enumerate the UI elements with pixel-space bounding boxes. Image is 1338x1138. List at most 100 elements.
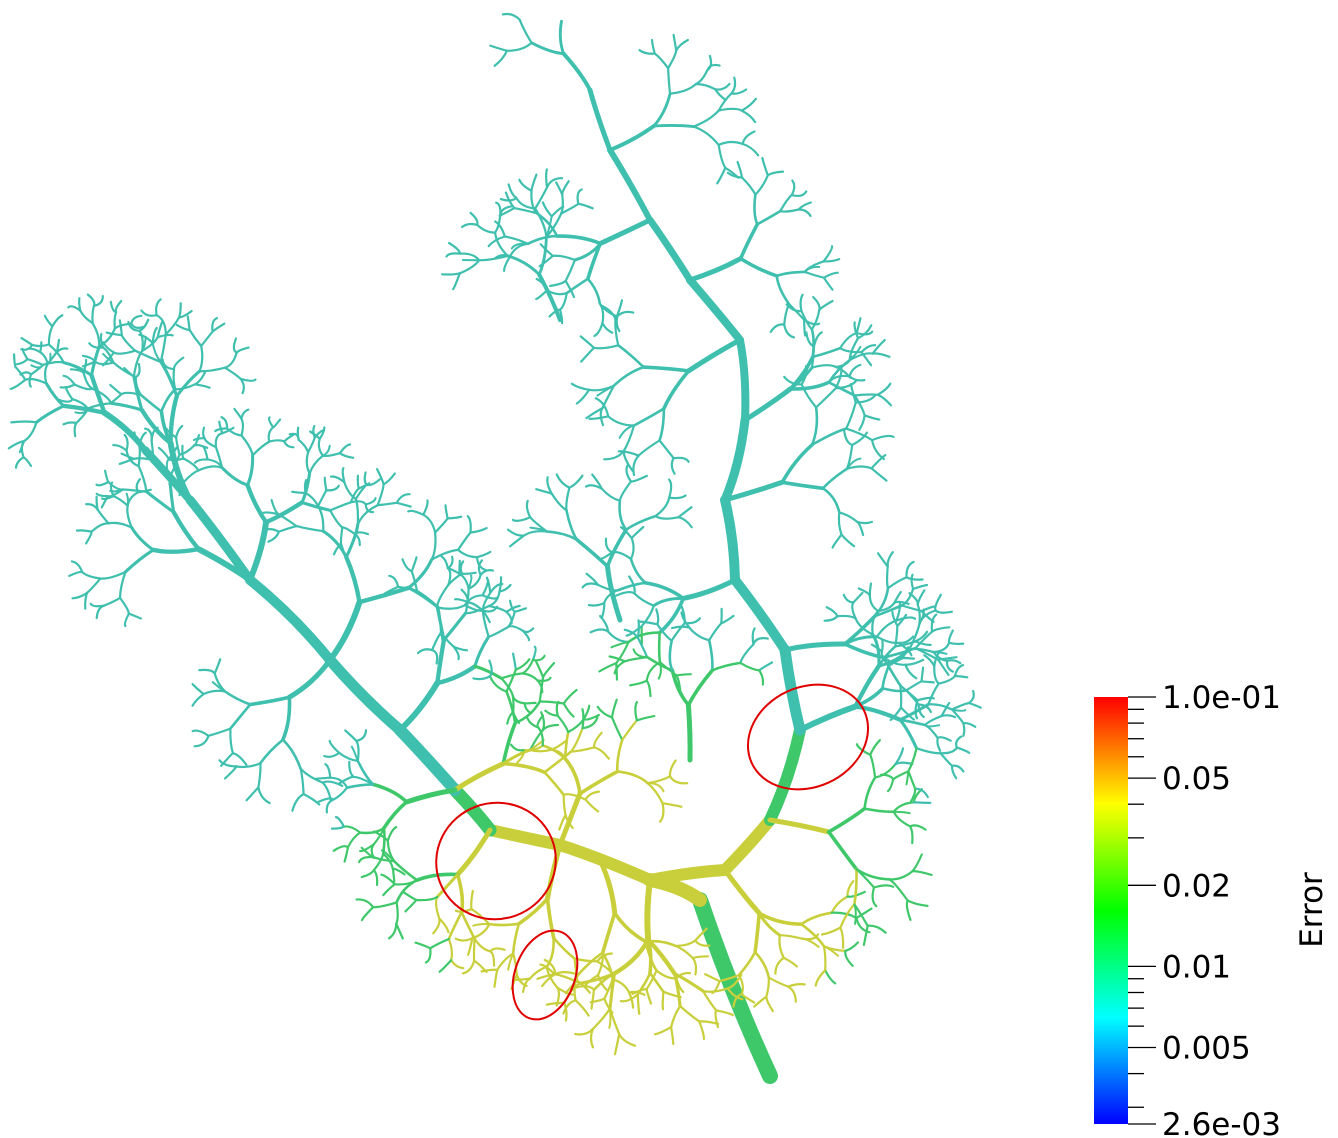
vessel-segment — [159, 333, 167, 364]
vessel-segment — [510, 242, 529, 250]
vessel-segment — [102, 341, 115, 354]
vessel-segment — [916, 589, 926, 606]
vessel-segment — [835, 365, 852, 379]
vessel-segment — [515, 196, 537, 210]
vessel-segment — [914, 787, 929, 799]
vessel-segment — [851, 431, 868, 447]
vessel-segment — [454, 908, 473, 913]
vessel-main-branch — [185, 495, 255, 585]
vessel-segment — [525, 499, 532, 519]
vessel-segment — [174, 383, 197, 391]
vessel-segment — [505, 604, 521, 613]
vessel-segment — [842, 593, 855, 604]
vessel-segment — [452, 761, 506, 793]
vessel-segment — [323, 476, 328, 492]
vessel-segment — [346, 831, 362, 849]
vessel-segment — [950, 764, 958, 780]
vessel-segment — [545, 896, 556, 940]
vessel-segment — [444, 504, 449, 520]
vessel-segment — [267, 416, 275, 429]
vessel-segment — [10, 420, 38, 424]
vessel-segment — [614, 318, 620, 347]
vessel-segment — [109, 488, 124, 493]
vessel-segment — [172, 356, 185, 371]
vessel-segment — [968, 701, 982, 709]
vessel-segment — [582, 713, 600, 721]
vessel-segment — [567, 717, 585, 734]
vessel-segment — [589, 628, 610, 634]
vessel-segment — [821, 467, 849, 490]
vessel-segment — [357, 585, 411, 605]
vessel-segment — [604, 537, 614, 554]
vessel-segment — [123, 548, 155, 574]
vessel-segment — [636, 619, 640, 639]
vessel-segment — [430, 649, 439, 665]
vessel-segment — [457, 548, 479, 559]
vessel-segment — [480, 968, 499, 973]
vessel-segment — [245, 453, 255, 487]
vessel-segment — [511, 694, 526, 705]
vessel-segment — [951, 708, 967, 712]
vessel-segment — [422, 499, 429, 516]
vessel-segment — [343, 846, 350, 863]
vessel-segment — [605, 527, 628, 569]
vessel-segment — [846, 880, 855, 898]
vessel-segment — [487, 235, 506, 248]
vessel-segment — [790, 190, 808, 198]
vessel-segment — [895, 616, 917, 622]
vessel-segment — [675, 673, 692, 677]
vessel-segment — [138, 431, 147, 448]
vessel-segment — [842, 642, 886, 660]
vessel-segment — [86, 402, 113, 410]
vessel-segment — [732, 993, 743, 1008]
vessel-segment — [382, 800, 409, 830]
vessel-segment — [303, 479, 308, 494]
vessel-segment — [168, 393, 179, 446]
vessel-segment — [658, 802, 665, 823]
vessel-segment — [507, 952, 515, 971]
vessel-segment — [503, 255, 512, 272]
vessel-segment — [315, 776, 332, 780]
vessel-segment — [67, 305, 82, 312]
vessel-segment — [680, 577, 738, 601]
vessel-segment — [607, 415, 636, 427]
vessel-segment — [670, 622, 686, 642]
vessel-segment — [610, 716, 624, 742]
vessel-segment — [889, 706, 903, 722]
vessel-segment — [441, 272, 461, 276]
vessel-segment — [892, 770, 910, 781]
vessel-segment — [787, 302, 806, 321]
vessel-segment — [471, 923, 491, 940]
vessel-segment — [597, 857, 618, 916]
vessel-segment — [561, 51, 592, 92]
vessel-segment — [586, 277, 602, 305]
vessel-segment — [550, 205, 565, 218]
vessel-segment — [223, 366, 242, 380]
vessel-segment — [186, 315, 191, 332]
vessel-segment — [537, 235, 548, 276]
vessel-segment — [552, 936, 576, 960]
vessel-segment — [96, 508, 110, 525]
vessel-segment — [447, 937, 454, 962]
vessel-segment — [668, 478, 673, 499]
vessel-main-branch — [607, 147, 653, 223]
vessel-segment — [882, 656, 907, 666]
vessel-segment — [134, 375, 142, 397]
vessel-segment — [14, 365, 27, 381]
colorbar-tick-label: 0.01 — [1162, 949, 1231, 985]
vessel-segment — [523, 702, 532, 714]
vessel-segment — [714, 82, 731, 91]
vessel-segment — [137, 445, 141, 468]
vessel-segment — [414, 941, 432, 950]
vessel-segment — [221, 426, 235, 435]
vessel-segment — [722, 479, 785, 503]
vessel-segment — [123, 433, 129, 452]
vessel-segment — [846, 890, 866, 898]
vessel-segment — [317, 797, 334, 803]
vessel-segment — [233, 407, 243, 420]
vessel-segment — [430, 631, 443, 652]
vessel-segment — [514, 658, 531, 671]
vessel-segment — [358, 855, 375, 864]
vessel-segment — [920, 666, 925, 683]
vessel-segment — [621, 719, 638, 742]
